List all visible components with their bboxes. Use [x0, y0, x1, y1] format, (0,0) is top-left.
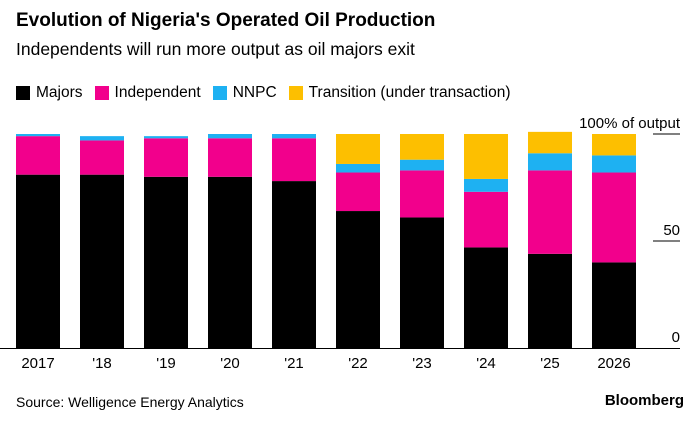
bar-segment [464, 134, 508, 179]
bar-segment [464, 247, 508, 348]
bar-segment [528, 253, 572, 348]
bar-segment [144, 176, 188, 348]
bar-segment [16, 174, 60, 348]
x-tick-label: '20 [220, 355, 240, 372]
bar-segment [400, 170, 444, 218]
bar-segment [400, 217, 444, 348]
legend-swatch [212, 86, 227, 100]
bar-segment [336, 163, 380, 173]
bar-segment [400, 134, 444, 160]
bar-segment [336, 134, 380, 164]
x-tick-label: 2026 [597, 355, 630, 372]
legend-label: Majors [36, 84, 83, 101]
chart-title: Evolution of Nigeria's Operated Oil Prod… [16, 10, 436, 31]
x-tick-label: '18 [92, 355, 112, 372]
bloomberg-logo: Bloomberg [604, 392, 684, 409]
y-tick-label: 100% of output [579, 115, 681, 132]
legend-swatch [16, 86, 30, 100]
bar-segment [16, 136, 60, 175]
y-tick-label: 50 [663, 222, 680, 239]
bar-segment [400, 159, 444, 171]
legend-label: Transition (under transaction) [308, 84, 511, 101]
bar-segment [272, 134, 316, 139]
bar-segment [16, 134, 60, 137]
bar-segment [144, 136, 188, 139]
bar-segment [272, 181, 316, 348]
bar-segment [80, 174, 124, 348]
legend: Majors Independent NNPC Transition (under t… [16, 84, 511, 102]
x-tick-label: '23 [412, 355, 432, 372]
bar-segment [528, 170, 572, 254]
legend-label: Independent [114, 84, 201, 101]
bar-segment [272, 138, 316, 182]
bar-segment [528, 153, 572, 171]
bar-segment [464, 191, 508, 248]
legend-swatch [94, 86, 109, 100]
x-tick-label: '19 [156, 355, 176, 372]
source-note: Source: Welligence Energy Analytics [16, 394, 244, 410]
bar-segment [336, 172, 380, 212]
bar-segment [208, 176, 252, 348]
bar-segment [592, 262, 636, 348]
bar-segment [464, 178, 508, 192]
chart-subtitle: Independents will run more output as oil… [16, 39, 415, 59]
bar-segment [208, 134, 252, 139]
bar-segment [144, 138, 188, 177]
x-tick-label: '24 [476, 355, 496, 372]
bar-segment [592, 172, 636, 263]
bar-segment [80, 140, 124, 175]
legend-item: Independent [94, 84, 201, 102]
x-tick-label: '21 [284, 355, 304, 372]
legend-item: NNPC [212, 84, 277, 102]
bar-segment [592, 155, 636, 173]
bar-segment [528, 131, 572, 154]
x-tick-label: 2017 [21, 355, 54, 372]
legend-item: Majors [16, 84, 83, 102]
x-tick-label: '22 [348, 355, 368, 372]
bar-segment [80, 136, 124, 141]
bar-segment [336, 211, 380, 348]
bar-segment [592, 134, 636, 156]
legend-swatch [288, 86, 303, 100]
legend-label: NNPC [232, 84, 277, 101]
bar-segment [208, 138, 252, 177]
y-tick-label: 0 [672, 329, 680, 346]
x-tick-label: '25 [540, 355, 560, 372]
legend-item: Transition (under transaction) [288, 84, 511, 102]
